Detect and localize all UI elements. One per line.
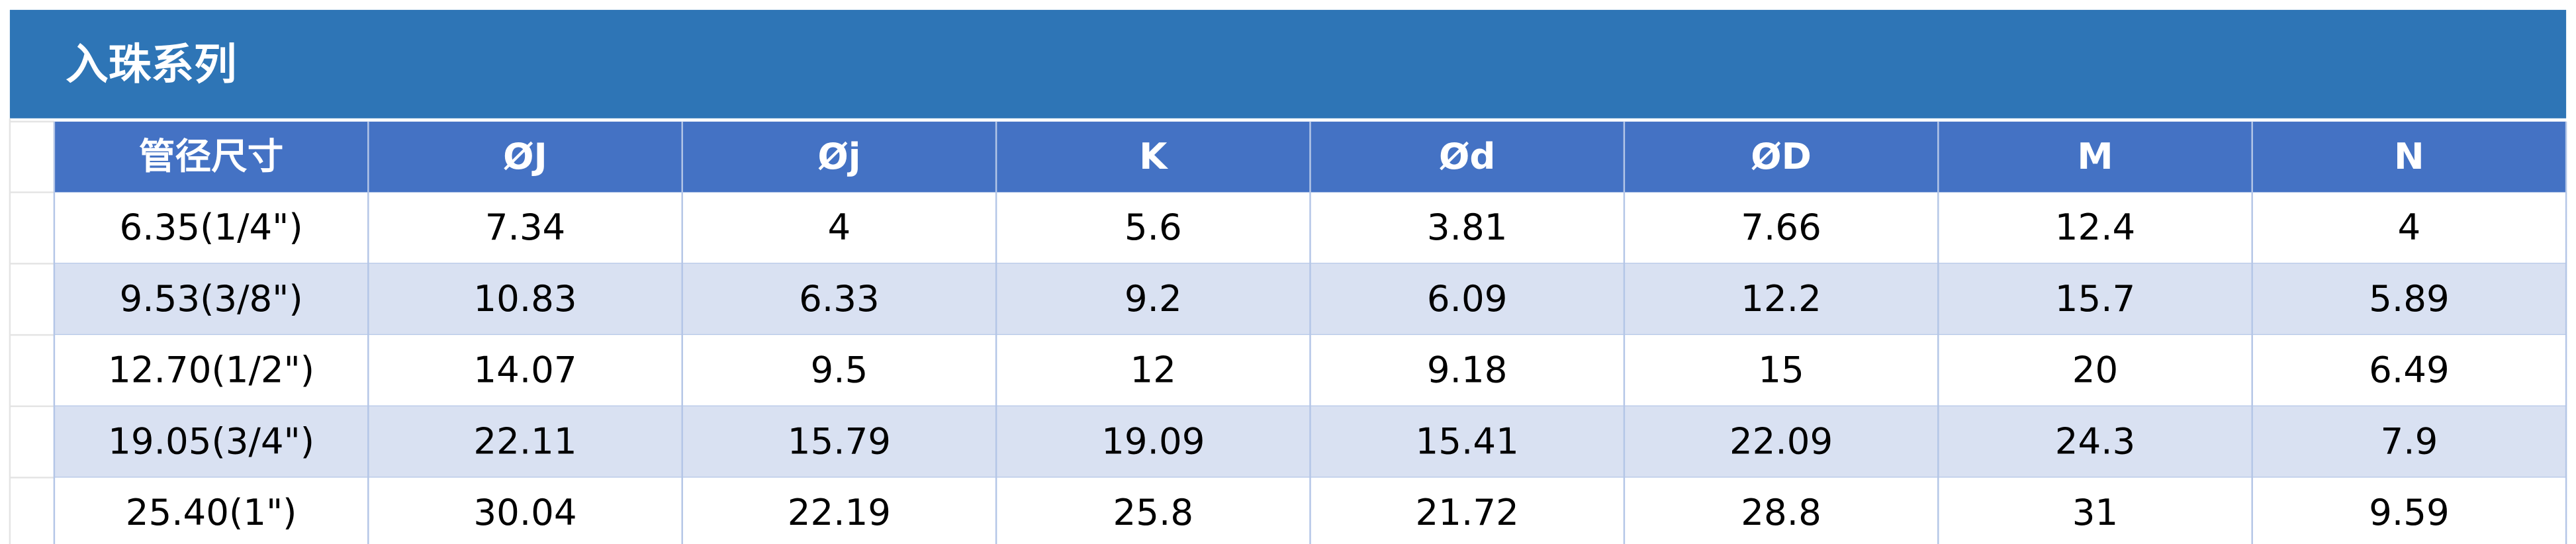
cell: 20 <box>2072 349 2118 391</box>
cell: 9.53(3/8") <box>120 277 303 320</box>
cell: 30.04 <box>473 491 576 533</box>
column-header: ØD <box>1751 135 1812 177</box>
cell: 24.3 <box>2055 420 2136 462</box>
title-bar <box>9 9 2567 118</box>
cell: 10.83 <box>473 277 576 320</box>
cell: 7.66 <box>1741 206 1821 248</box>
cell: 22.09 <box>1729 420 1833 462</box>
cell: 22.11 <box>473 420 576 462</box>
cell: 25.8 <box>1113 491 1194 533</box>
cell: 28.8 <box>1741 491 1821 533</box>
cell: 9.18 <box>1427 349 1508 391</box>
column-header: 管径尺寸 <box>139 135 283 177</box>
cell: 3.81 <box>1427 206 1508 248</box>
cell: 15.7 <box>2055 277 2136 320</box>
cell: 15 <box>1758 349 1804 391</box>
cell: 15.41 <box>1416 420 1519 462</box>
cell: 22.19 <box>788 491 891 533</box>
cell: 5.6 <box>1125 206 1182 248</box>
cell: 19.05(3/4") <box>108 420 314 462</box>
cell: 6.35(1/4") <box>120 206 303 248</box>
cell: 21.72 <box>1416 491 1519 533</box>
cell: 6.09 <box>1427 277 1508 320</box>
cell: 6.49 <box>2369 349 2450 391</box>
column-header: ØJ <box>503 135 547 177</box>
title: 入珠系列 <box>66 40 236 89</box>
cell: 6.33 <box>799 277 880 320</box>
cell: 4 <box>2398 206 2421 248</box>
column-header: N <box>2394 135 2424 177</box>
cell: 9.2 <box>1125 277 1182 320</box>
cell: 12.70(1/2") <box>108 349 314 391</box>
column-header: M <box>2077 135 2113 177</box>
cell: 5.89 <box>2369 277 2450 320</box>
cell: 14.07 <box>473 349 576 391</box>
cell: 12 <box>1130 349 1176 391</box>
cell: 12.4 <box>2055 206 2136 248</box>
cell: 12.2 <box>1741 277 1821 320</box>
cell: 19.09 <box>1101 420 1205 462</box>
cell: 9.5 <box>810 349 868 391</box>
cell: 4 <box>828 206 851 248</box>
cell: 7.9 <box>2380 420 2438 462</box>
column-header: Øj <box>817 135 860 177</box>
cell: 7.34 <box>485 206 566 248</box>
column-header: K <box>1139 135 1168 177</box>
cell: 31 <box>2072 491 2118 533</box>
cell: 25.40(1") <box>126 491 297 533</box>
cell: 15.79 <box>788 420 891 462</box>
cell: 9.59 <box>2369 491 2450 533</box>
column-header: Ød <box>1439 135 1495 177</box>
